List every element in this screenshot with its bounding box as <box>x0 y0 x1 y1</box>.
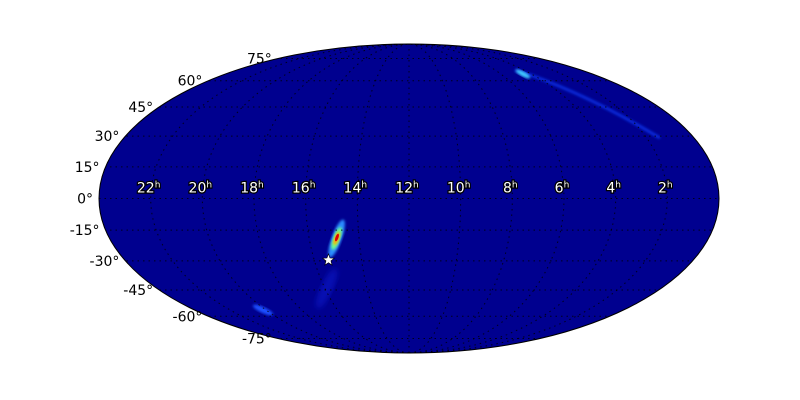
meridian-gridline <box>408 44 462 353</box>
meridian-gridline <box>201 44 410 353</box>
dec-tick-label: 30° <box>95 129 120 145</box>
dec-tick-label: 45° <box>128 100 153 116</box>
dec-tick-label: -45° <box>123 283 153 299</box>
ra-tick-label: 14h <box>344 181 368 197</box>
probability-spot-south <box>252 304 274 316</box>
meridian-gridline <box>408 44 617 353</box>
ra-tick-label: 18h <box>240 181 264 197</box>
dec-tick-label: 15° <box>75 160 100 176</box>
dec-tick-label: 60° <box>178 74 203 90</box>
sky-boundary <box>98 43 720 354</box>
ra-tick-label: 10h <box>447 181 471 197</box>
ra-tick-label: 12h <box>395 181 419 197</box>
ra-tick-label: 16h <box>292 181 316 197</box>
meridian-gridline <box>408 44 513 353</box>
dec-tick-label: -15° <box>70 223 100 239</box>
ra-tick-label: 8h <box>503 181 518 197</box>
ra-tick-label: 2h <box>658 181 673 197</box>
ra-tick-label: 4h <box>606 181 621 197</box>
dec-tick-label: -30° <box>90 254 120 270</box>
dec-tick-label: 75° <box>247 52 272 68</box>
dec-tick-label: -60° <box>173 309 203 325</box>
ra-tick-label: 22h <box>137 181 161 197</box>
probability-tail <box>315 268 338 309</box>
ra-tick-label: 6h <box>555 181 570 197</box>
source-star-marker <box>321 253 336 266</box>
ra-tick-label: 20h <box>189 181 213 197</box>
meridian-gridline <box>305 44 410 353</box>
dec-tick-label: -75° <box>242 331 272 347</box>
dec-tick-label: 0° <box>77 192 93 208</box>
probability-peak <box>335 233 339 242</box>
probability-spot-north <box>515 69 531 79</box>
probability-arc-north <box>514 68 661 140</box>
meridian-gridline <box>408 44 565 353</box>
meridian-gridline <box>253 44 410 353</box>
meridian-gridline <box>356 44 410 353</box>
